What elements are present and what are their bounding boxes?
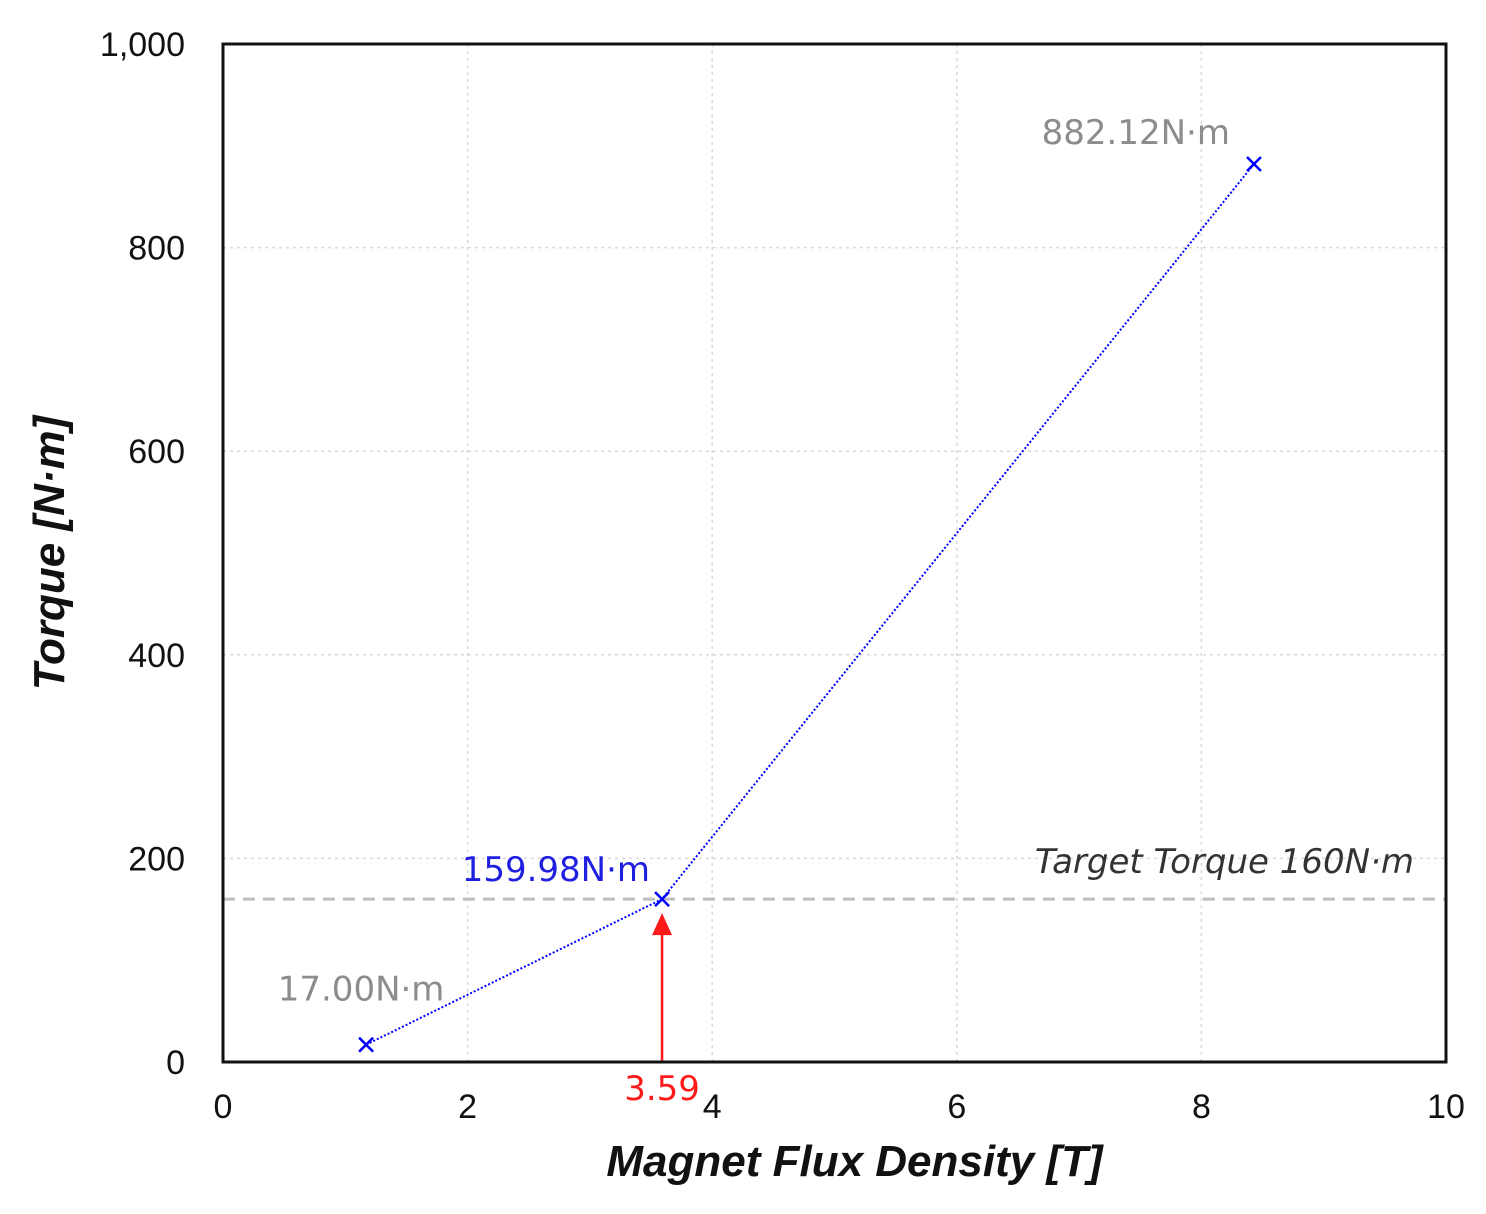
x-tick-label: 4	[703, 1088, 722, 1126]
y-tick-label: 200	[128, 840, 185, 878]
data-point-label: 882.12N·m	[1042, 113, 1230, 153]
data-point-marker	[1246, 156, 1262, 172]
y-tick-label: 0	[166, 1044, 185, 1082]
marker-stroke	[654, 891, 670, 908]
x-tick-label: 0	[214, 1088, 233, 1126]
flux-value-label: 3.59	[624, 1069, 700, 1109]
grid-lines	[223, 44, 1446, 1062]
x-tick-label: 10	[1427, 1088, 1465, 1126]
data-point-marker	[358, 1036, 374, 1053]
flux-arrow-head	[652, 913, 673, 936]
target-torque-label: Target Torque 160N·m	[1035, 842, 1414, 882]
flux-arrow	[652, 913, 673, 1062]
x-tick-label: 8	[1192, 1088, 1211, 1126]
y-tick-label: 800	[128, 230, 185, 268]
y-axis-title: Torque [N·m]	[25, 414, 74, 690]
data-points	[358, 156, 1262, 1053]
data-point-marker	[654, 891, 670, 908]
data-point-label: 159.98N·m	[462, 850, 650, 890]
y-tick-label: 400	[128, 637, 185, 675]
x-axis-title: Magnet Flux Density [T]	[606, 1137, 1104, 1186]
y-tick-label: 1,000	[100, 26, 185, 64]
marker-stroke	[1246, 156, 1262, 172]
x-tick-label: 2	[458, 1088, 477, 1126]
x-tick-label: 6	[947, 1088, 966, 1126]
data-point-label: 17.00N·m	[278, 970, 445, 1010]
plot-area-frame	[221, 42, 1448, 1064]
torque-series-line	[365, 163, 1255, 1046]
data-point-labels: 17.00N·m 159.98N·m 882.12N·m	[278, 113, 1230, 1010]
marker-stroke	[358, 1036, 374, 1053]
y-tick-label: 600	[128, 433, 185, 471]
x-axis-ticks: 0 2 4 6 8 10	[214, 1088, 1465, 1126]
y-axis-ticks: 0 200 400 600 800 1,000	[100, 26, 185, 1082]
